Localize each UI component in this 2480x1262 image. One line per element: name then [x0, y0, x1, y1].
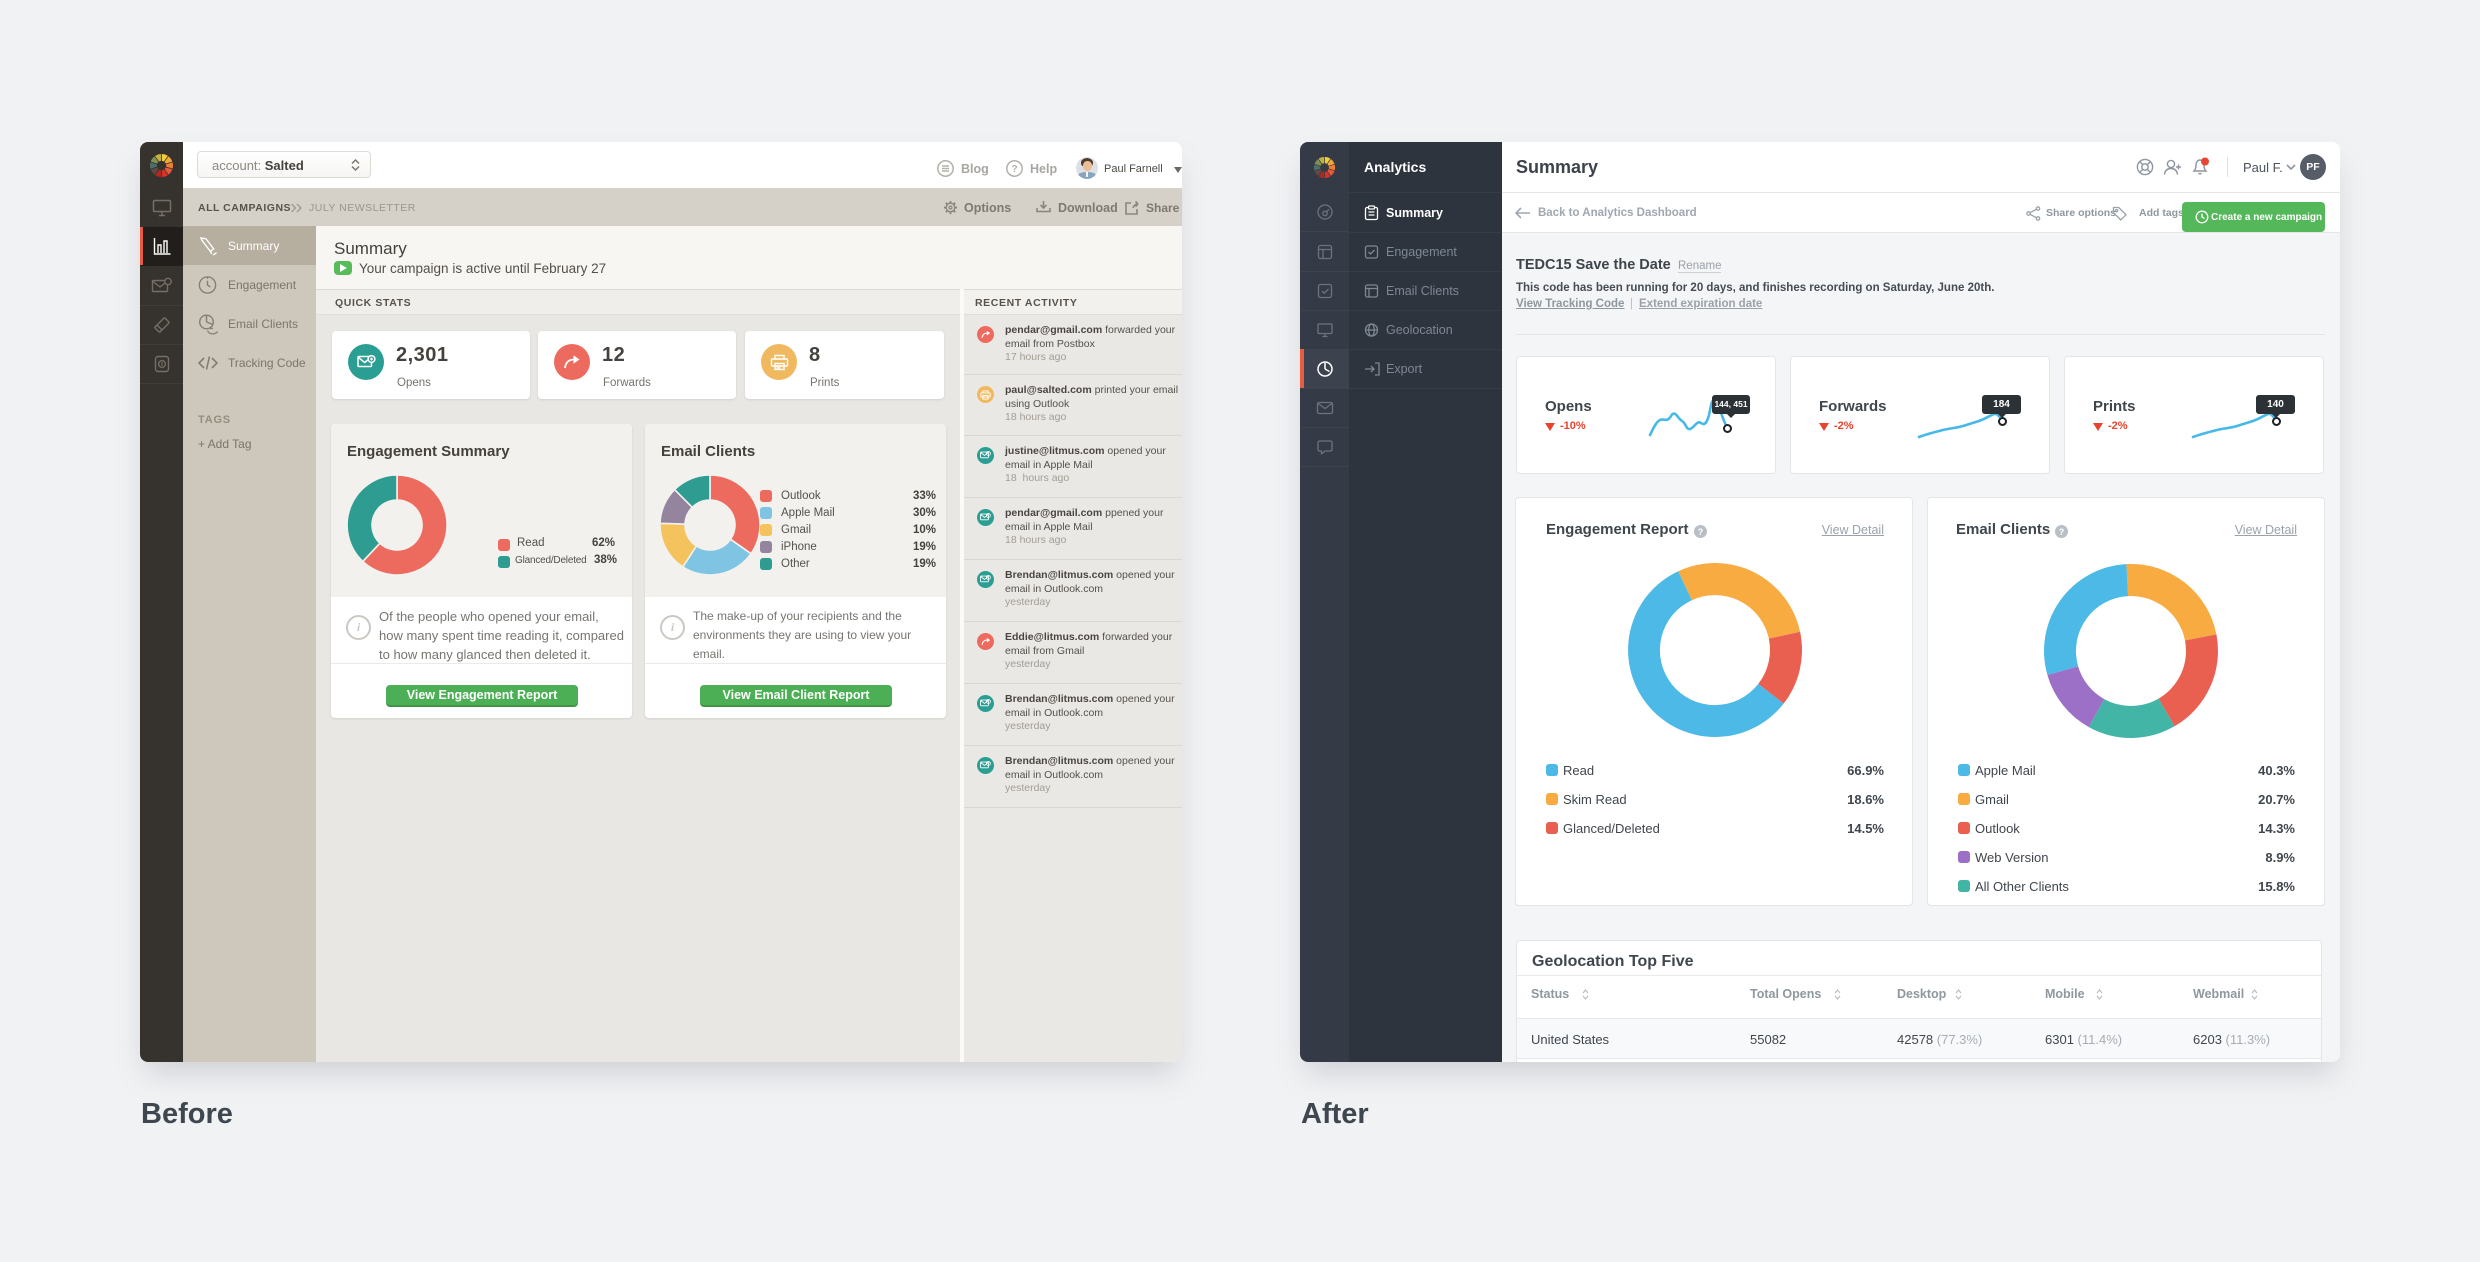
- svg-text:?: ?: [1011, 164, 1017, 175]
